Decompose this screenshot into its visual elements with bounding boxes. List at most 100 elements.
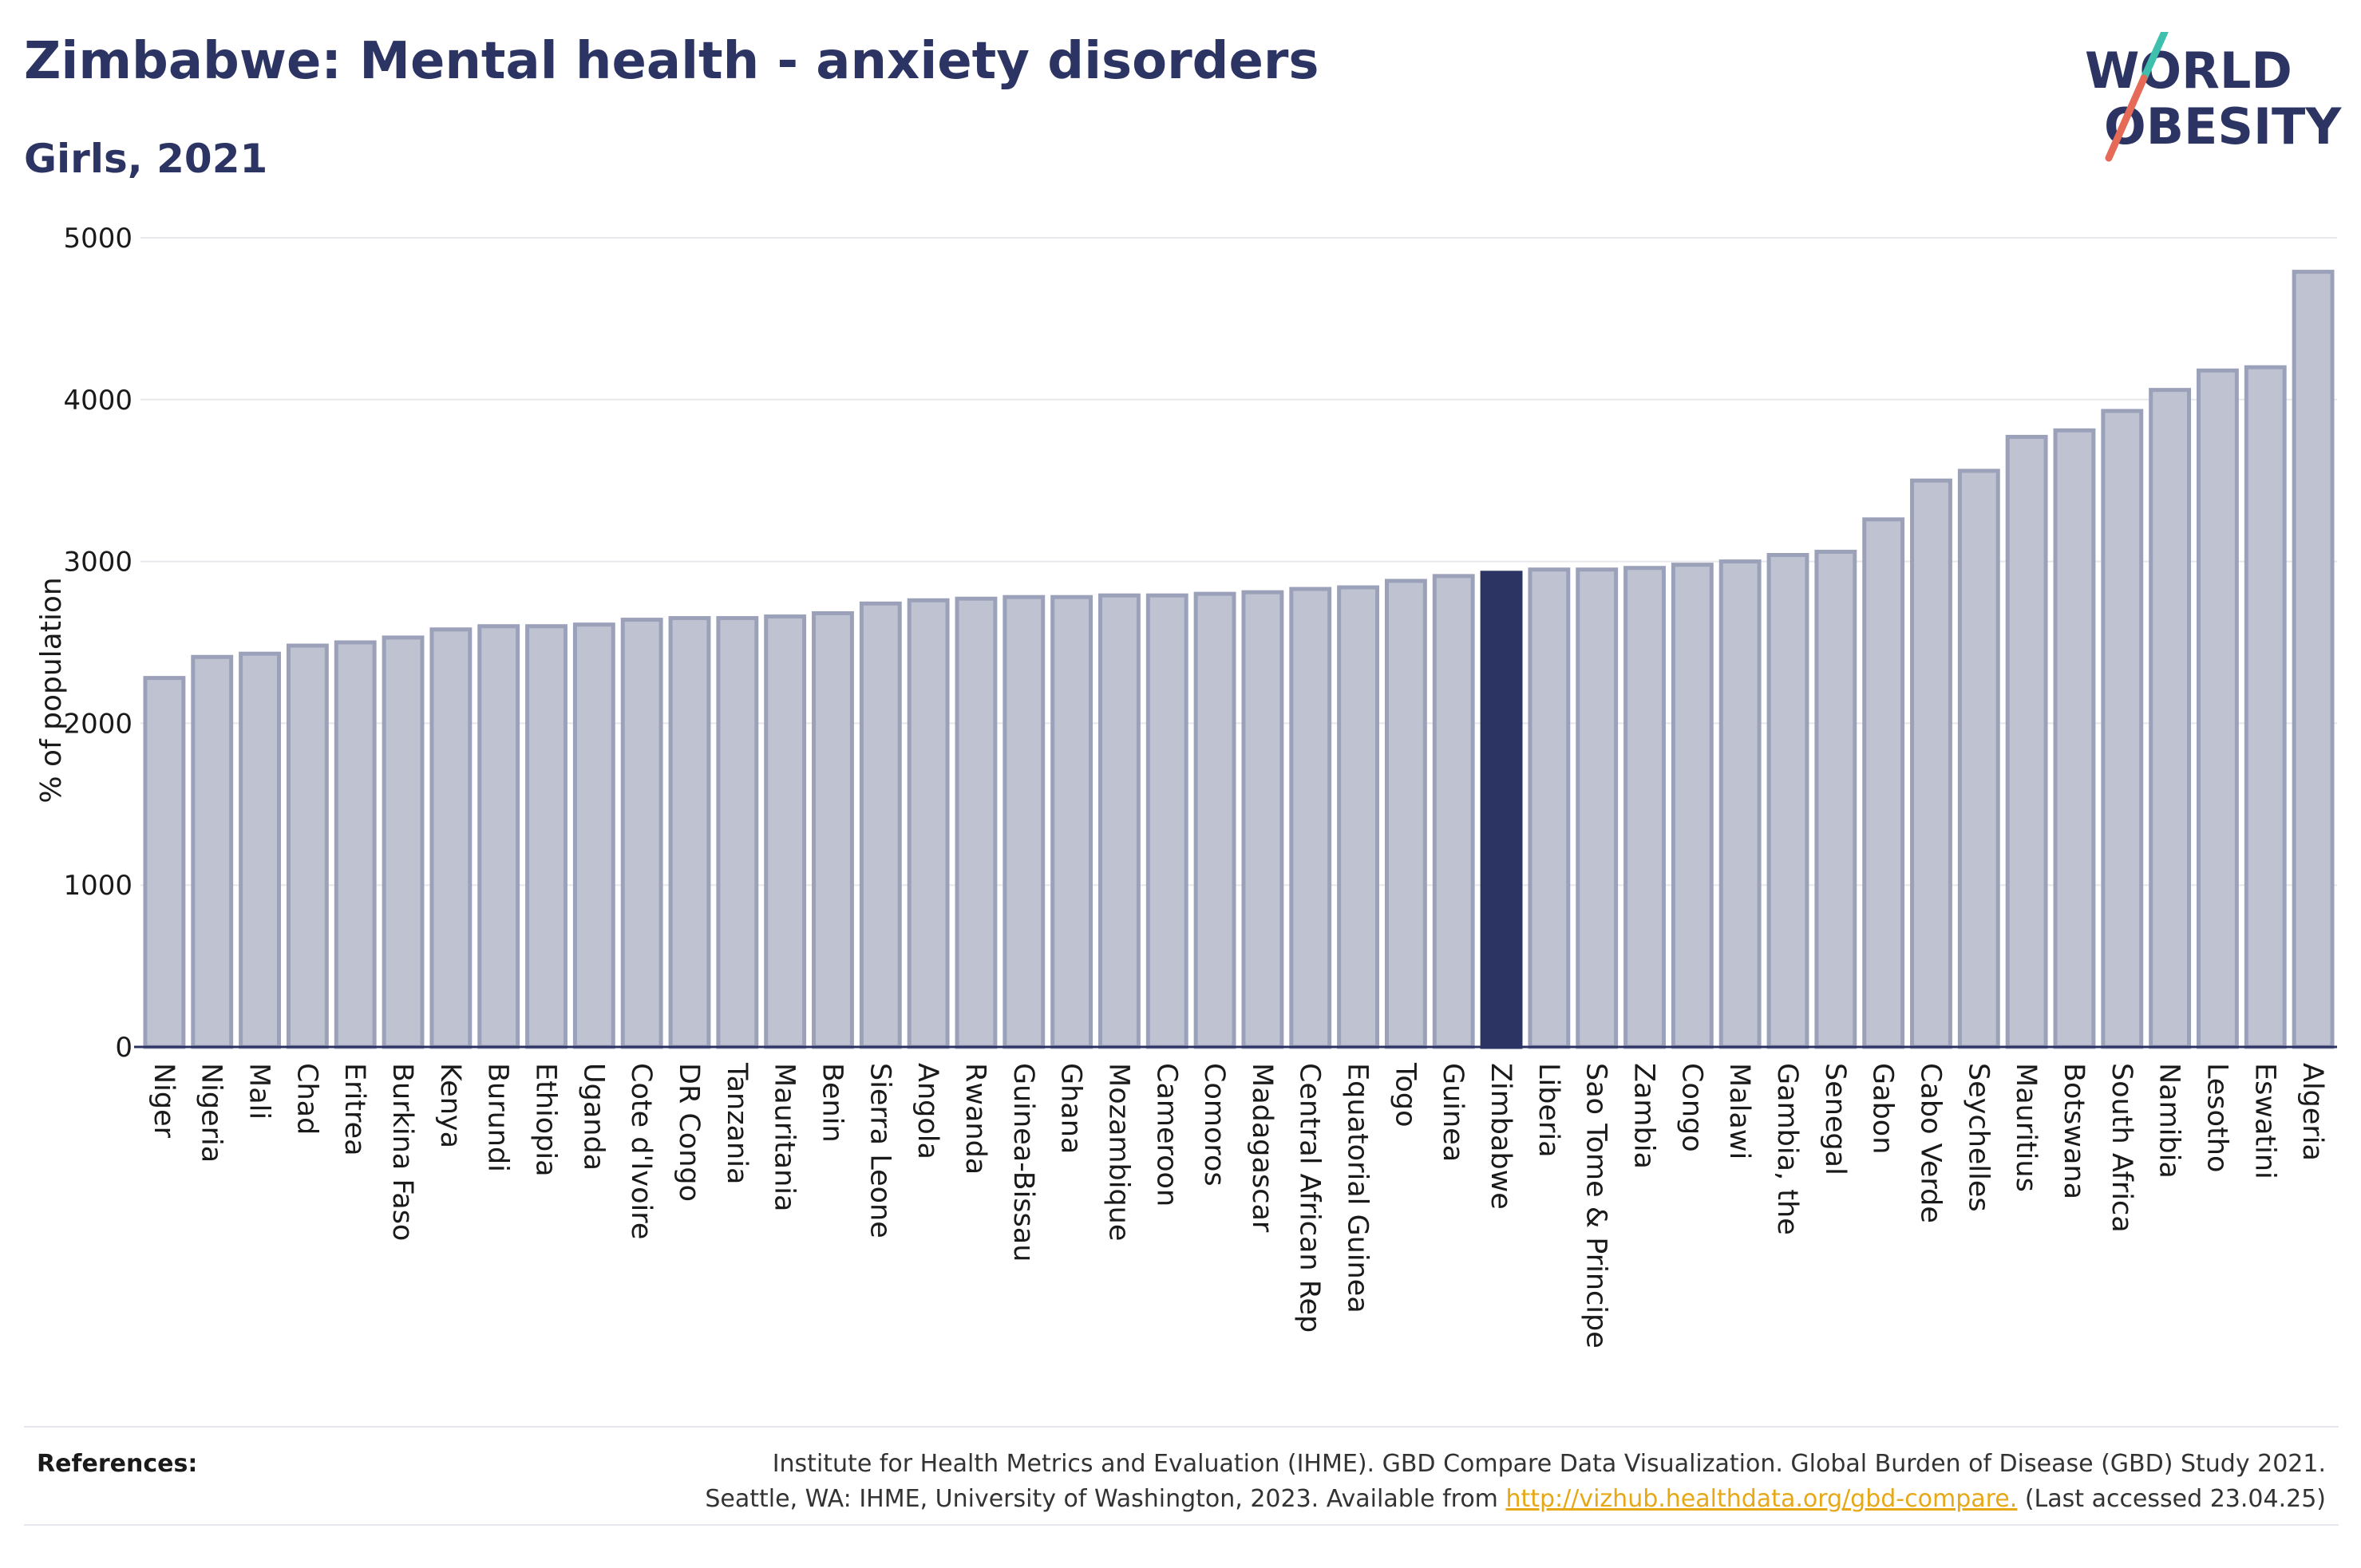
bar-cabo-verde <box>1910 478 1952 1049</box>
x-tick-label: Mozambique <box>1102 1063 1134 1241</box>
x-tick-label: Cameroon <box>1150 1063 1182 1207</box>
y-tick-label: 1000 <box>63 870 132 902</box>
x-tick-label: Eswatini <box>2248 1063 2280 1179</box>
bar-algeria <box>2292 270 2335 1049</box>
x-tick-label: Mauritius <box>2010 1063 2042 1192</box>
y-tick-label: 0 <box>115 1032 132 1064</box>
x-tick-label: Namibia <box>2153 1063 2185 1179</box>
bar-gambia-the <box>1766 552 1809 1049</box>
bar-senegal <box>1814 549 1857 1049</box>
x-tick-label: Eritrea <box>338 1063 370 1156</box>
references-line-2-prefix: Seattle, WA: IHME, University of Washing… <box>705 1485 1506 1513</box>
bar-malawi <box>1718 559 1762 1049</box>
bar-chad <box>286 643 329 1049</box>
bar-gabon <box>1862 517 1905 1049</box>
bar-mozambique <box>1098 593 1141 1049</box>
x-tick-label: Angola <box>912 1063 943 1159</box>
x-tick-label: Ethiopia <box>530 1063 562 1177</box>
bar-benin <box>812 610 854 1049</box>
bar-madagascar <box>1241 590 1284 1049</box>
x-tick-label: Liberia <box>1532 1063 1564 1158</box>
y-tick-label: 4000 <box>63 385 132 417</box>
y-axis-label: % of population <box>35 577 68 803</box>
bar-congo <box>1671 563 1714 1049</box>
references-divider-bottom <box>24 1524 2339 1526</box>
x-tick-label: Kenya <box>434 1063 466 1148</box>
world-obesity-logo: WORLD OBESITY <box>2085 32 2342 162</box>
x-tick-label: Cabo Verde <box>1914 1063 1946 1223</box>
bar-sao-tome-principe <box>1576 567 1619 1049</box>
references-divider-top <box>24 1426 2339 1428</box>
bar-ethiopia <box>525 624 568 1049</box>
bar-comoros <box>1193 591 1236 1049</box>
x-tick-label: Mauritania <box>769 1063 801 1211</box>
chart-subtitle: Girls, 2021 <box>24 136 268 182</box>
bar-south-africa <box>2101 409 2144 1049</box>
bar-zambia <box>1623 566 1666 1049</box>
references-link[interactable]: http://vizhub.healthdata.org/gbd-compare… <box>1505 1485 2018 1513</box>
x-tick-label: Togo <box>1389 1062 1421 1127</box>
references-line-1: Institute for Health Metrics and Evaluat… <box>772 1450 2326 1478</box>
references-line-2-suffix: (Last accessed 23.04.25) <box>2017 1485 2326 1513</box>
bar-kenya <box>429 627 473 1049</box>
x-tick-label: Sao Tome & Principe <box>1580 1063 1612 1349</box>
bar-guinea-bissau <box>1003 594 1046 1049</box>
bar-cameroon <box>1145 593 1188 1049</box>
bar-togo <box>1384 579 1427 1049</box>
x-tick-label: Gabon <box>1867 1063 1899 1154</box>
x-tick-label: Zambia <box>1628 1063 1660 1169</box>
x-tick-label: Guinea-Bissau <box>1007 1063 1039 1262</box>
bar-nigeria <box>191 654 234 1049</box>
x-tick-label: Guinea <box>1437 1063 1469 1162</box>
bar-ghana <box>1050 594 1093 1049</box>
x-tick-label: Sierra Leone <box>864 1063 896 1238</box>
x-tick-label: Mali <box>243 1063 275 1120</box>
references-line-2: Seattle, WA: IHME, University of Washing… <box>570 1482 2326 1517</box>
x-tick-label: Ghana <box>1055 1063 1087 1154</box>
x-tick-label: Burkina Faso <box>386 1063 418 1241</box>
x-tick-label: Central African Rep <box>1294 1063 1326 1333</box>
bar-dr-congo <box>668 616 711 1049</box>
bar-liberia <box>1528 567 1571 1049</box>
x-tick-label: Lesotho <box>2201 1063 2232 1172</box>
bar-burkina-faso <box>382 635 425 1049</box>
chart-title: Zimbabwe: Mental health - anxiety disord… <box>24 32 1319 91</box>
x-tick-label: South Africa <box>2106 1063 2138 1233</box>
x-tick-label: Cote d'Ivoire <box>625 1063 657 1239</box>
y-tick-label: 3000 <box>63 547 132 579</box>
bar-seychelles <box>1957 468 2000 1049</box>
x-tick-label: Malawi <box>1723 1063 1755 1159</box>
x-tick-label: Rwanda <box>959 1063 991 1175</box>
x-tick-label: Uganda <box>577 1063 609 1171</box>
x-tick-label: Zimbabwe <box>1485 1063 1517 1210</box>
references-text: Institute for Health Metrics and Evaluat… <box>570 1447 2326 1517</box>
bar-central-african-rep <box>1289 587 1332 1049</box>
x-tick-label: Comoros <box>1198 1063 1230 1187</box>
references-label: References: <box>37 1450 198 1478</box>
x-tick-label: Gambia, the <box>1771 1063 1803 1235</box>
bar-chart: 0 1000 2000 3000 4000 5000 % of population Nige… <box>35 223 2337 1349</box>
y-tick-label: 5000 <box>63 223 132 255</box>
bar-mauritius <box>2005 434 2048 1049</box>
x-tick-label: DR Congo <box>673 1063 705 1202</box>
x-tick-label: Niger <box>148 1063 180 1139</box>
bar-burundi <box>477 624 520 1049</box>
bar-mauritania <box>764 614 807 1049</box>
bar-tanzania <box>716 616 759 1049</box>
logo-word-obesity: OBESITY <box>2104 97 2342 156</box>
bar-niger <box>143 676 186 1049</box>
bar-lesotho <box>2197 368 2239 1049</box>
x-tick-label: Senegal <box>1819 1063 1851 1175</box>
bar-botswana <box>2053 428 2096 1049</box>
bar-zimbabwe <box>1480 571 1523 1049</box>
logo-word-world: WORLD <box>2085 41 2292 100</box>
x-tick-label: Seychelles <box>1962 1063 1994 1212</box>
x-tick-label: Equatorial Guinea <box>1342 1063 1374 1313</box>
logo-slash-coral <box>2105 74 2148 162</box>
bar-cote-d-ivoire <box>620 618 663 1049</box>
bar-eritrea <box>334 640 377 1049</box>
x-tick-label: Tanzania <box>721 1062 753 1184</box>
x-tick-label: Chad <box>291 1063 322 1135</box>
logo-slash-teal <box>2140 32 2169 82</box>
x-tick-label: Algeria <box>2296 1063 2328 1161</box>
